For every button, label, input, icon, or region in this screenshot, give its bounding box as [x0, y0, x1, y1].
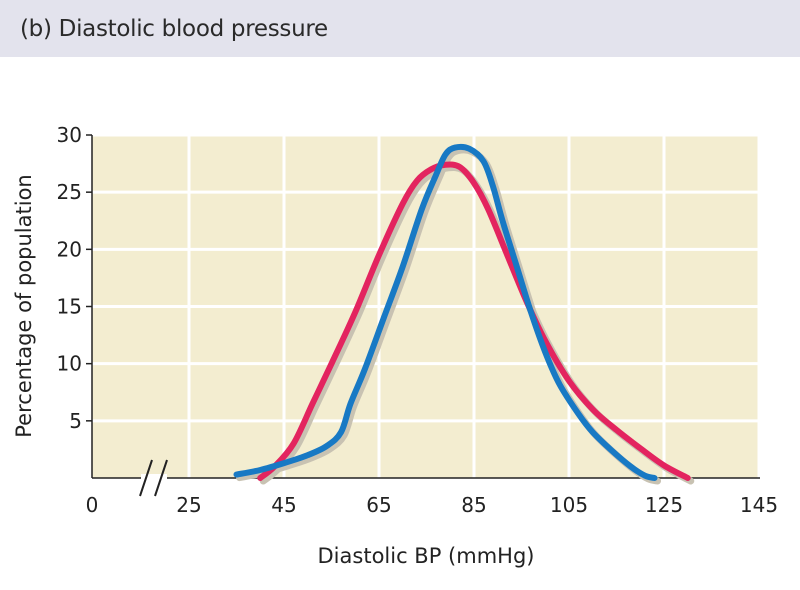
series-blue-line [233, 143, 658, 481]
x-tick-label: 65 [366, 493, 391, 517]
y-tick-label: 10 [57, 352, 82, 376]
x-tick-label: 0 [86, 493, 99, 517]
y-tick-label: 25 [57, 180, 82, 204]
title-bar: (b) Diastolic blood pressure [0, 0, 800, 57]
y-axis-label: Percentage of population [12, 174, 36, 437]
chart-title: (b) Diastolic blood pressure [20, 15, 328, 42]
axis-break-mark [154, 459, 168, 497]
x-tick-label: 105 [550, 493, 588, 517]
series-pink-line [257, 161, 691, 481]
axis-break-mark [139, 459, 153, 497]
y-tick-label: 20 [57, 237, 82, 261]
y-tick-label: 5 [69, 409, 82, 433]
y-tick-label: 30 [57, 123, 82, 147]
x-tick-label: 45 [271, 493, 296, 517]
axis-break-gap [141, 474, 167, 482]
x-tick-label: 145 [740, 493, 778, 517]
x-tick-label: 85 [461, 493, 486, 517]
x-axis-label: Diastolic BP (mmHg) [318, 544, 535, 568]
x-tick-label: 25 [176, 493, 201, 517]
y-tick-label: 15 [57, 295, 82, 319]
x-tick-label: 125 [645, 493, 683, 517]
